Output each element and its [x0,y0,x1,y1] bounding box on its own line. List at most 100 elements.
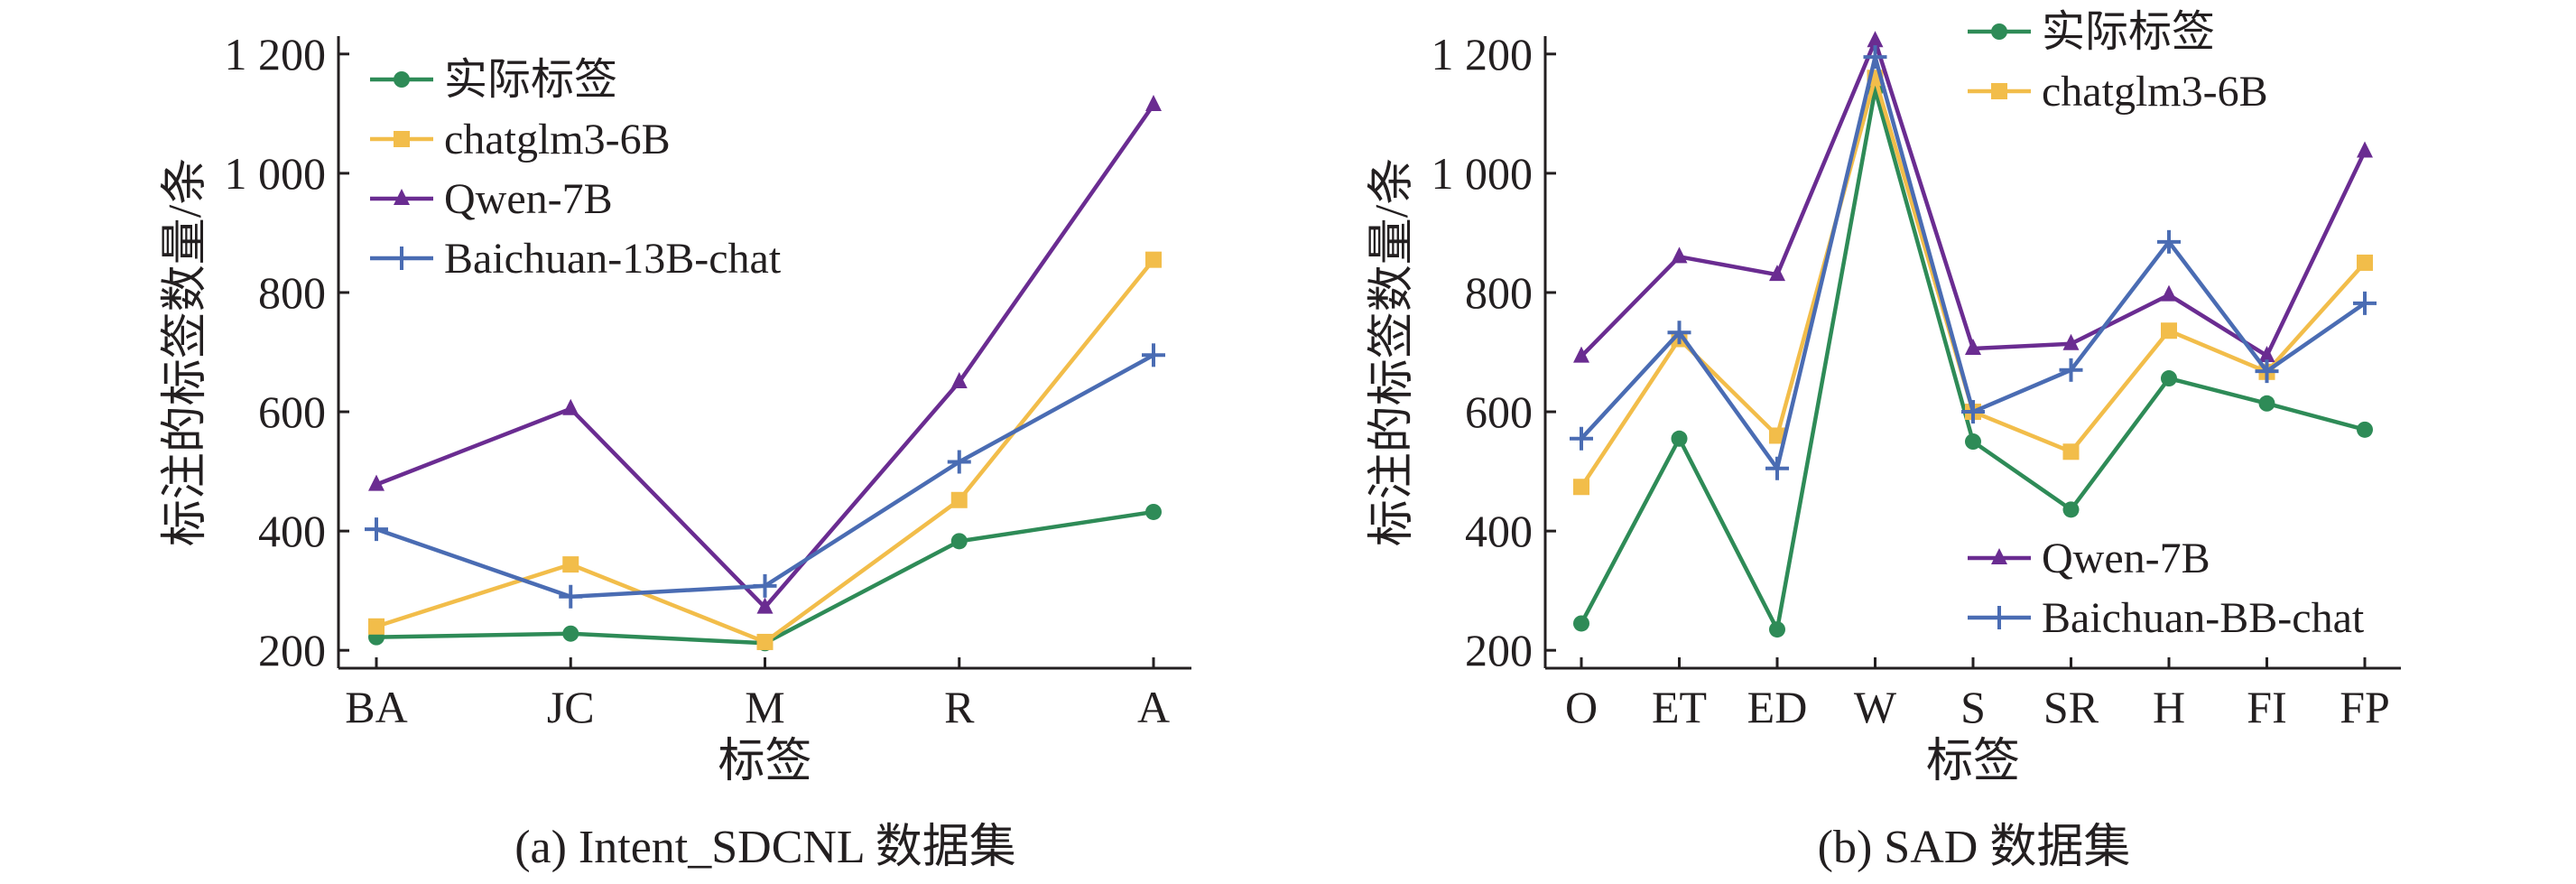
x-tick-label: S [1960,682,1986,732]
legend-label: Baichuan-BB-chat [2042,594,2365,642]
x-axis-label: 标签 [1926,736,2020,787]
data-point [2357,141,2373,158]
y-tick-label: 600 [1465,386,1533,437]
data-point [2258,345,2275,362]
legend-marker [1991,83,2007,99]
data-point [1769,265,1785,282]
legend: 实际标签 chatglm3-6B Qwen-7B Baichuan-13B-chat [370,56,782,283]
data-point [2255,359,2279,384]
legend-marker [394,131,410,147]
data-point [1867,31,1884,48]
data-point [2258,395,2275,412]
series-line [1580,75,2367,489]
data-point [2062,443,2080,461]
data-point [950,533,968,550]
data-point [1671,247,1688,264]
data-point [2161,284,2177,302]
legend-label: 实际标签 [2042,8,2215,56]
legend-label: Qwen-7B [2042,535,2210,582]
x-tick-label: R [944,682,975,732]
data-point [1142,343,1165,368]
x-tick-label: W [1854,682,1897,732]
x-tick-label: ED [1747,682,1808,732]
legend-label: Baichuan-13B-chat [444,235,782,283]
data-point [562,556,579,573]
x-tick-label: JC [547,682,595,732]
chart-caption: (a) Intent_SDCNL 数据集 [514,822,1016,873]
series-3 [365,343,1165,609]
data-point [562,398,579,415]
data-point [2161,370,2177,387]
data-point [559,584,583,609]
x-tick-label: A [1137,682,1170,732]
data-point [368,618,385,635]
data-point [1961,400,1985,424]
data-point [1769,621,1785,638]
legend-label: chatglm3-6B [444,116,671,163]
y-axis-label: 标注的标签数量/条 [160,158,211,546]
series-1 [1573,70,2373,496]
data-point [1573,615,1589,632]
data-point [2059,358,2083,382]
data-point [947,450,971,474]
y-tick-label: 800 [1465,267,1533,318]
legend: Qwen-7B Baichuan-BB-chat [1968,535,2365,642]
series-2 [1573,31,2373,363]
chart-0: 200 400 600 800 1 000 1 200 BA JC M R A 标签 标注的标签数量/条… [160,29,1191,873]
data-point [2161,322,2177,340]
series-3 [1570,45,2377,480]
x-tick-label: H [2153,682,2185,732]
data-point [1965,339,1981,356]
data-point [1573,479,1589,496]
data-point [365,517,388,542]
data-point [2157,229,2181,254]
legend-label: Qwen-7B [444,175,613,223]
data-point [1145,503,1162,520]
data-point [1769,427,1785,444]
y-tick-label: 1 200 [225,29,327,79]
legend-marker [1991,548,2007,564]
series-2 [368,94,1162,614]
data-point [2062,333,2080,350]
y-tick-label: 600 [258,386,326,437]
data-point [1570,426,1593,451]
y-tick-label: 800 [258,267,326,318]
legend-marker [394,71,410,88]
series-line [375,353,1155,600]
data-point [368,474,385,491]
x-tick-label: FI [2247,682,2286,732]
data-point [950,491,968,508]
y-axis-label: 标注的标签数量/条 [1367,158,1418,546]
legend-label: 实际标签 [444,56,617,104]
legend-marker [390,247,413,270]
x-tick-label: ET [1652,682,1707,732]
legend-marker [1991,23,2007,40]
x-tick-label: M [745,682,784,732]
data-point [1145,94,1162,111]
y-tick-label: 1 000 [1432,148,1534,199]
y-tick-label: 400 [258,506,326,556]
x-tick-label: O [1565,682,1598,732]
series-1 [368,251,1162,650]
chart-caption: (b) SAD 数据集 [1818,822,2131,873]
data-point [2353,291,2377,315]
x-tick-label: SR [2043,682,2099,732]
legend: 实际标签 chatglm3-6B [1968,8,2268,116]
chart-1: 200 400 600 800 1 000 1 200 O ET ED W S SR H FI FP 标签 标注… [1367,8,2401,873]
data-point [1765,456,1789,480]
y-tick-label: 200 [258,625,326,675]
data-point [562,625,579,642]
y-tick-label: 200 [1465,625,1533,675]
data-point [1145,251,1162,268]
y-tick-label: 1 200 [1432,29,1534,79]
legend-label: chatglm3-6B [2042,68,2268,116]
data-point [950,372,968,389]
y-tick-label: 1 000 [225,148,327,199]
data-point [756,633,774,650]
x-tick-label: BA [345,682,407,732]
data-point [1573,346,1589,363]
x-axis-label: 标签 [718,736,811,787]
legend-marker [1988,606,2011,629]
data-point [1965,433,1981,451]
